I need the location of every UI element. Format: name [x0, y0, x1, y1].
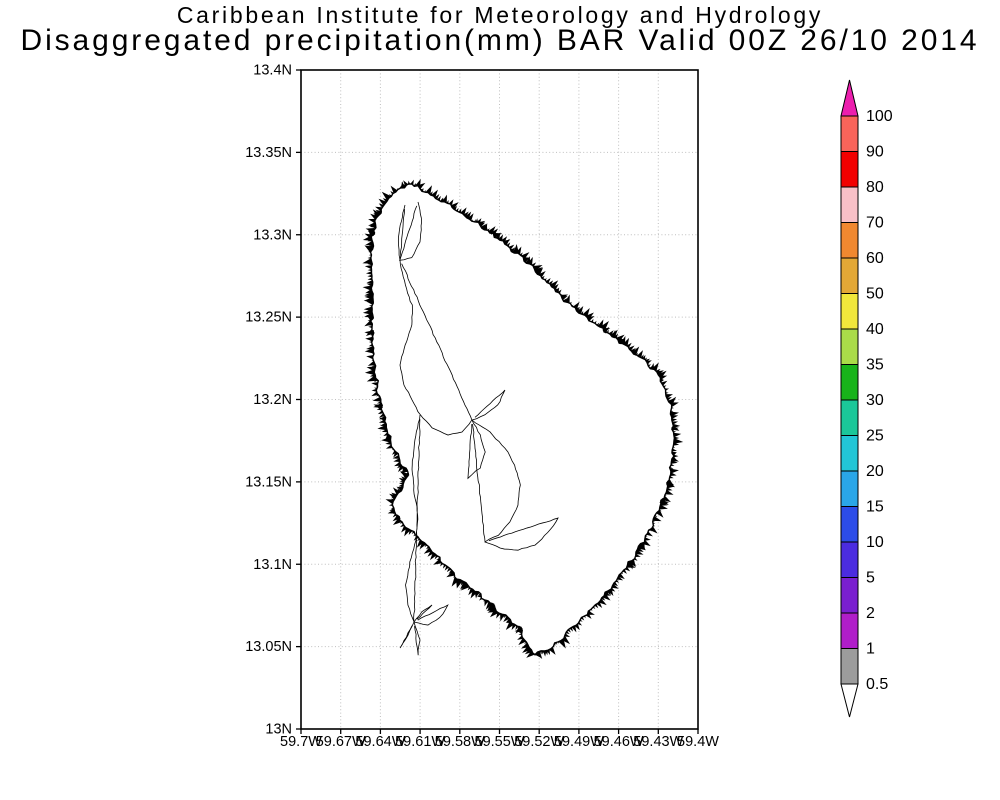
svg-text:50: 50	[866, 286, 884, 303]
svg-text:13.4N: 13.4N	[253, 63, 292, 79]
svg-text:13.1N: 13.1N	[253, 557, 292, 573]
svg-text:13.15N: 13.15N	[245, 474, 292, 490]
svg-text:80: 80	[866, 179, 884, 196]
svg-text:90: 90	[866, 144, 884, 161]
svg-text:13.25N: 13.25N	[245, 310, 292, 326]
svg-text:70: 70	[866, 215, 884, 232]
svg-text:2: 2	[866, 605, 875, 622]
svg-text:60: 60	[866, 250, 884, 267]
svg-text:35: 35	[866, 357, 884, 374]
svg-text:40: 40	[866, 321, 884, 338]
svg-text:13.2N: 13.2N	[253, 392, 292, 408]
svg-text:20: 20	[866, 463, 884, 480]
svg-text:13.3N: 13.3N	[253, 227, 292, 243]
svg-text:100: 100	[866, 108, 893, 125]
svg-text:13.05N: 13.05N	[245, 639, 292, 655]
svg-text:0.5: 0.5	[866, 676, 888, 693]
svg-text:5: 5	[866, 570, 875, 587]
svg-text:15: 15	[866, 499, 884, 516]
svg-text:25: 25	[866, 428, 884, 445]
svg-text:10: 10	[866, 534, 884, 551]
svg-text:30: 30	[866, 392, 884, 409]
svg-text:59.4W: 59.4W	[677, 734, 719, 750]
svg-text:13.35N: 13.35N	[245, 145, 292, 161]
svg-text:1: 1	[866, 641, 875, 658]
